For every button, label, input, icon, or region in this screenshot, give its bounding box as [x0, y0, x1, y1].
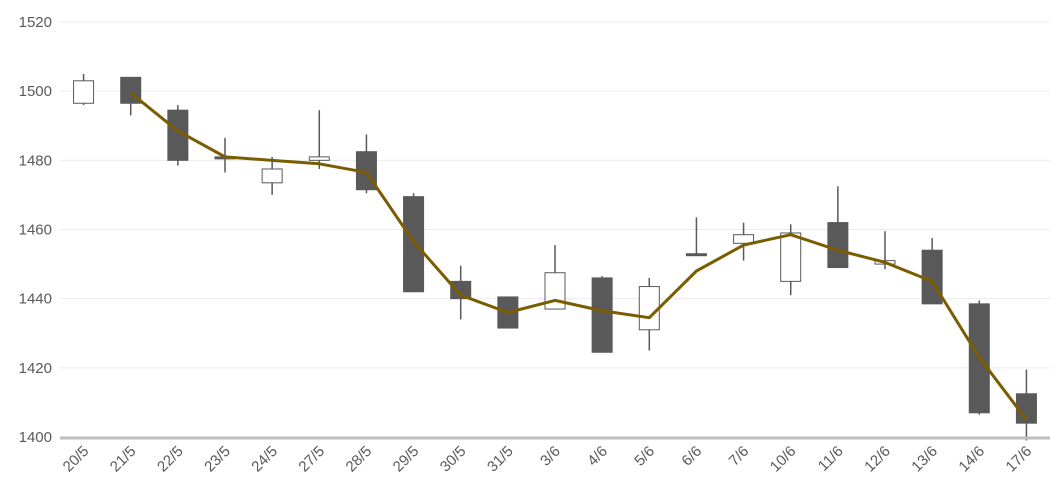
candle-body [827, 222, 849, 269]
x-tick-label: 23/5 [201, 443, 234, 476]
x-tick-label: 3/6 [537, 443, 564, 470]
trend-line [129, 91, 1028, 421]
candle [1015, 369, 1037, 441]
x-tick-label: 20/5 [60, 443, 93, 476]
x-tick-label: 12/6 [861, 443, 894, 476]
candle-body [685, 253, 707, 257]
candle [591, 276, 613, 353]
trend-line-series [129, 91, 1028, 421]
x-tick-label: 10/6 [767, 443, 800, 476]
y-axis-ticks: 1400 1420 1440 1460 1480 1500 1520 [19, 14, 52, 446]
candle-body [733, 234, 755, 244]
grid-lines [60, 21, 1050, 369]
x-tick-label: 5/6 [631, 443, 658, 470]
candle [261, 156, 283, 195]
candle-body [638, 286, 660, 331]
candles [73, 73, 1037, 441]
x-tick-label: 29/5 [390, 443, 423, 476]
x-axis-ticks: 20/5 21/5 22/5 23/5 24/5 27/5 28/5 29/5 30/5 31/5… [60, 443, 1036, 476]
x-tick-label: 28/5 [343, 443, 376, 476]
y-tick-label: 1460 [19, 222, 52, 239]
candle-body [780, 232, 802, 282]
candle [638, 277, 660, 351]
candle [308, 110, 330, 169]
y-tick-label: 1400 [19, 429, 52, 446]
x-tick-label: 27/5 [295, 443, 328, 476]
x-tick-label: 6/6 [678, 443, 705, 470]
candle [685, 217, 707, 257]
x-tick-label: 7/6 [726, 443, 753, 470]
x-tick-label: 24/5 [248, 443, 281, 476]
candle [167, 105, 189, 166]
candle [827, 186, 849, 269]
x-tick-label: 21/5 [107, 443, 140, 476]
candle [733, 222, 755, 261]
candle [120, 76, 142, 116]
candle [73, 73, 95, 105]
x-tick-label: 11/6 [815, 443, 847, 475]
candle-body [450, 280, 472, 300]
x-tick-label: 22/5 [154, 443, 187, 476]
candle-body [308, 156, 330, 161]
x-tick-label: 31/5 [484, 443, 517, 476]
y-tick-label: 1520 [19, 14, 52, 31]
candle-body [403, 196, 425, 293]
y-tick-label: 1420 [19, 360, 52, 377]
candle-body [73, 80, 95, 104]
candle-body [261, 168, 283, 184]
candle-body [591, 277, 613, 353]
y-tick-label: 1480 [19, 152, 52, 169]
x-tick-label: 17/6 [1003, 443, 1036, 476]
x-tick-label: 4/6 [584, 443, 611, 470]
y-tick-label: 1500 [19, 83, 52, 100]
candle [214, 137, 236, 173]
y-tick-label: 1440 [19, 291, 52, 308]
candle [450, 265, 472, 320]
x-tick-label: 30/5 [437, 443, 470, 476]
x-tick-label: 13/6 [908, 443, 941, 476]
x-tick-label: 14/6 [955, 443, 988, 476]
